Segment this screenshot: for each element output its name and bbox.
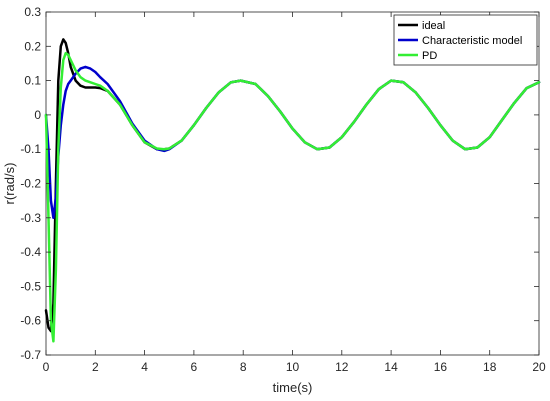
legend-label-1: Characteristic model: [422, 35, 522, 47]
series-layer: [44, 38, 541, 343]
y-tick-label: -0.2: [20, 177, 41, 191]
y-axis-label: r(rad/s): [2, 163, 17, 205]
y-tick-label: -0.4: [20, 245, 41, 259]
y-tick-label: 0: [34, 108, 41, 122]
y-tick-label: -0.3: [20, 211, 41, 225]
x-tick-label: 20: [532, 360, 546, 374]
x-tick-label: 0: [43, 360, 50, 374]
y-tick-label: -0.5: [20, 279, 41, 293]
y-tick-label: 0.1: [24, 74, 41, 88]
y-tick-label: 0.3: [24, 5, 41, 19]
x-tick-label: 16: [434, 360, 448, 374]
x-axis-label: time(s): [273, 380, 313, 395]
y-tick-label: -0.7: [20, 348, 41, 362]
x-tick-label: 2: [92, 360, 99, 374]
ticks-layer: 0 2 4 6 8 10 12 14 16 18 20 0.3 0.2 0.1 0 -0.1 -0.2 -0.3 -…: [20, 5, 546, 374]
legend-label-2: PD: [422, 50, 437, 62]
x-tick-label: 6: [191, 360, 198, 374]
x-tick-label: 4: [141, 360, 148, 374]
y-tick-label: -0.6: [20, 314, 41, 328]
plot-area: [45, 11, 540, 356]
y-tick-label: 0.2: [24, 39, 41, 53]
legend: ideal Characteristic model PD: [393, 14, 538, 66]
plot-frame: [45, 11, 540, 356]
y-tick-label: -0.1: [20, 142, 41, 156]
x-tick-label: 14: [384, 360, 398, 374]
legend-label-0: ideal: [422, 20, 445, 32]
x-tick-label: 12: [335, 360, 349, 374]
x-tick-label: 10: [286, 360, 300, 374]
series-line-2: [44, 51, 541, 343]
x-tick-label: 18: [483, 360, 497, 374]
x-tick-label: 8: [240, 360, 247, 374]
